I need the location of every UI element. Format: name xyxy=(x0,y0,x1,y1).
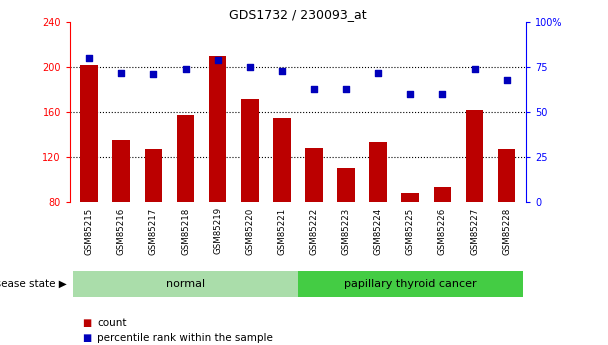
Point xyxy=(438,91,447,97)
Point xyxy=(181,66,190,72)
Bar xyxy=(305,148,323,202)
Text: GSM85218: GSM85218 xyxy=(181,207,190,255)
Bar xyxy=(241,99,258,202)
Text: disease state ▶: disease state ▶ xyxy=(0,279,67,289)
Bar xyxy=(401,193,419,202)
Text: percentile rank within the sample: percentile rank within the sample xyxy=(97,333,273,343)
Point xyxy=(245,65,255,70)
Text: GSM85228: GSM85228 xyxy=(502,207,511,255)
Text: GSM85225: GSM85225 xyxy=(406,207,415,255)
Bar xyxy=(112,140,130,202)
Text: GSM85227: GSM85227 xyxy=(470,207,479,255)
Bar xyxy=(145,149,162,202)
Point xyxy=(469,66,479,72)
Text: GSM85224: GSM85224 xyxy=(374,207,382,255)
Text: GSM85215: GSM85215 xyxy=(85,207,94,255)
Text: count: count xyxy=(97,318,127,327)
Text: GSM85223: GSM85223 xyxy=(342,207,351,255)
Point xyxy=(148,72,158,77)
Bar xyxy=(498,149,516,202)
Point xyxy=(309,86,319,91)
Bar xyxy=(337,168,355,202)
Point xyxy=(85,56,94,61)
Text: GSM85217: GSM85217 xyxy=(149,207,158,255)
Bar xyxy=(80,65,98,202)
Bar xyxy=(177,116,195,202)
Point xyxy=(277,68,287,73)
Text: ■: ■ xyxy=(82,318,91,327)
Point xyxy=(117,70,126,76)
Text: GSM85220: GSM85220 xyxy=(245,207,254,255)
Text: GSM85226: GSM85226 xyxy=(438,207,447,255)
Text: normal: normal xyxy=(166,279,205,289)
Point xyxy=(341,86,351,91)
Bar xyxy=(73,271,298,297)
Point xyxy=(406,91,415,97)
Text: GSM85221: GSM85221 xyxy=(277,207,286,255)
Text: GSM85219: GSM85219 xyxy=(213,207,222,255)
Point xyxy=(502,77,511,82)
Bar xyxy=(209,56,226,202)
Bar xyxy=(466,110,483,202)
Point xyxy=(213,57,223,63)
Title: GDS1732 / 230093_at: GDS1732 / 230093_at xyxy=(229,8,367,21)
Text: papillary thyroid cancer: papillary thyroid cancer xyxy=(344,279,477,289)
Bar xyxy=(298,271,523,297)
Bar xyxy=(370,142,387,202)
Bar xyxy=(273,118,291,202)
Text: GSM85222: GSM85222 xyxy=(309,207,319,255)
Text: ■: ■ xyxy=(82,333,91,343)
Bar xyxy=(434,187,451,202)
Text: GSM85216: GSM85216 xyxy=(117,207,126,255)
Point xyxy=(373,70,383,76)
